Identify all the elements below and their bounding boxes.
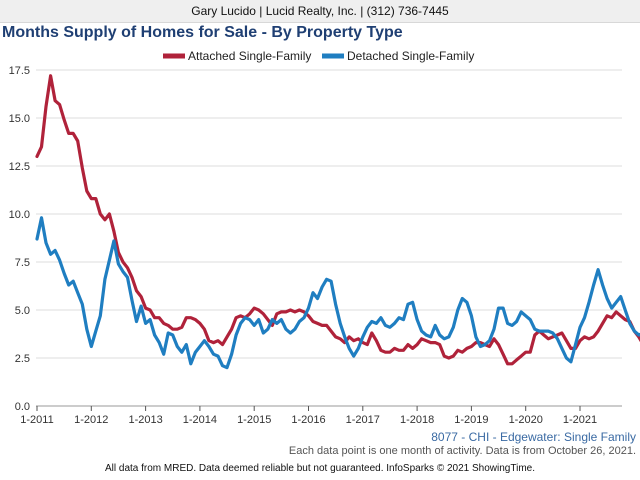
x-tick-label: 1-2014 — [183, 414, 217, 426]
y-tick-label: 17.5 — [9, 65, 30, 77]
legend-label-detached: Detached Single-Family — [347, 49, 474, 63]
x-tick-label: 1-2011 — [20, 414, 53, 426]
legend: Attached Single-Family Detached Single-F… — [163, 49, 474, 63]
y-tick-label: 12.5 — [9, 161, 30, 173]
legend-label-attached: Attached Single-Family — [188, 49, 311, 63]
y-tick-label: 5.0 — [15, 305, 30, 317]
y-tick-label: 15.0 — [9, 113, 30, 125]
y-tick-label: 0.0 — [15, 401, 30, 413]
x-tick-label: 1-2021 — [563, 414, 597, 426]
x-tick-label: 1-2017 — [346, 414, 380, 426]
x-tick-label: 1-2016 — [291, 414, 325, 426]
x-tick-label: 1-2020 — [509, 414, 543, 426]
agent-header: Gary Lucido | Lucid Realty, Inc. | (312)… — [0, 0, 640, 23]
x-tick-label: 1-2015 — [237, 414, 271, 426]
data-note: Each data point is one month of activity… — [288, 445, 636, 457]
x-tick-label: 1-2012 — [74, 414, 108, 426]
source-note: All data from MRED. Data deemed reliable… — [104, 463, 535, 474]
chart-title: Months Supply of Homes for Sale - By Pro… — [2, 24, 403, 41]
y-tick-label: 10.0 — [9, 209, 30, 221]
x-tick-label: 1-2018 — [400, 414, 434, 426]
series-line-detached — [35, 216, 640, 370]
x-tick-label: 1-2013 — [128, 414, 162, 426]
x-tick-label: 1-2019 — [454, 414, 488, 426]
location-label: 8077 - CHI - Edgewater: Single Family — [431, 430, 636, 444]
y-tick-label: 2.5 — [15, 353, 30, 365]
y-tick-label: 7.5 — [15, 257, 30, 269]
